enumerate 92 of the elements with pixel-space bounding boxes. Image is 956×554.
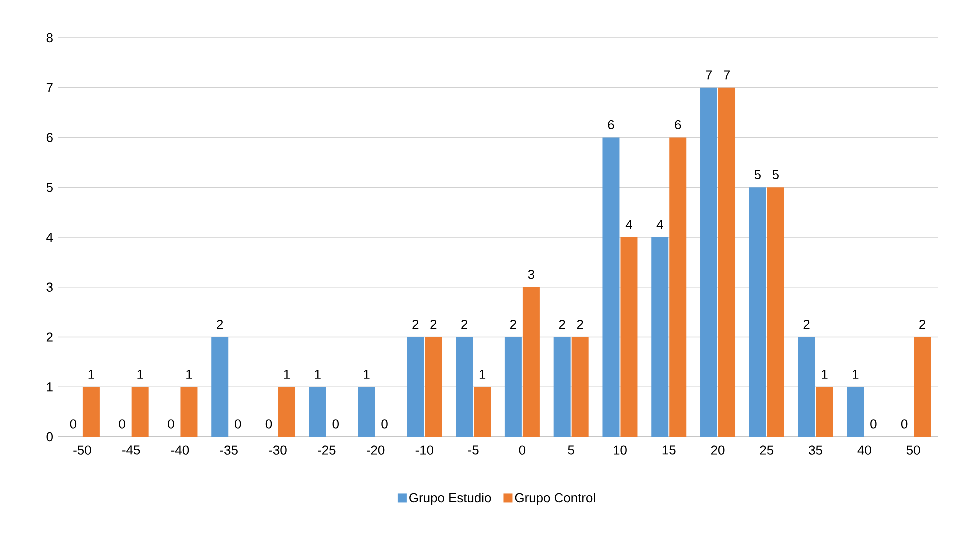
data-label: 0: [266, 420, 272, 429]
bar: [180, 387, 198, 437]
bar: [749, 188, 766, 437]
data-label: 7: [706, 70, 712, 80]
x-tick-label: 50: [906, 446, 920, 455]
x-tick-label: 0: [519, 446, 526, 455]
x-tick-label: -30: [269, 446, 287, 455]
bar: [620, 238, 638, 437]
bar: [847, 387, 864, 437]
y-tick-label: 8: [46, 33, 53, 43]
data-label: 1: [186, 370, 192, 379]
bar: [652, 238, 669, 437]
data-label: 0: [901, 420, 908, 429]
y-tick-label: 6: [46, 133, 53, 142]
x-tick-label: 5: [568, 446, 574, 455]
data-label: 1: [480, 370, 486, 379]
legend-label: Grupo Estudio: [410, 493, 492, 506]
data-label: 5: [772, 170, 779, 180]
data-label: 1: [315, 370, 321, 379]
y-tick-label: 3: [46, 282, 53, 292]
data-label: 0: [235, 420, 242, 429]
bar: [474, 387, 492, 437]
data-label: 2: [804, 320, 810, 330]
legend-label: Grupo Control: [515, 493, 596, 506]
bar: [700, 88, 718, 437]
bar: [212, 337, 229, 437]
data-label: 0: [70, 420, 77, 429]
bar: [504, 337, 522, 437]
data-label: 2: [559, 320, 566, 330]
data-label: 1: [138, 370, 144, 379]
data-label: 2: [217, 320, 224, 330]
bar: [132, 387, 149, 437]
bar: [718, 88, 736, 437]
x-tick-label: 40: [858, 446, 872, 455]
bar: [798, 337, 816, 437]
bar: [358, 387, 376, 437]
data-label: 2: [577, 320, 584, 330]
data-label: 6: [675, 120, 682, 130]
y-tick-label: 1: [47, 382, 53, 392]
bar: [425, 337, 442, 437]
bar: [816, 387, 834, 437]
x-tick-label: -40: [171, 446, 190, 455]
data-label: 3: [528, 270, 534, 280]
bar: [670, 138, 687, 437]
bar: [309, 387, 326, 437]
y-tick-label: 4: [46, 233, 54, 242]
bar: [602, 138, 620, 437]
data-label: 0: [168, 420, 174, 429]
x-tick-label: 25: [760, 446, 774, 455]
y-tick-label: 7: [46, 83, 53, 92]
data-label: 1: [88, 370, 94, 379]
bar: [767, 188, 784, 437]
x-tick-label: 10: [614, 446, 627, 455]
data-label: 1: [284, 370, 290, 379]
x-tick-label: -50: [74, 446, 92, 455]
bar: [278, 387, 296, 437]
y-tick-label: 5: [46, 183, 53, 192]
x-tick-label: -20: [367, 446, 385, 455]
x-tick-label: -25: [318, 446, 336, 455]
bar: [82, 387, 100, 437]
bar: [522, 287, 540, 437]
x-tick-label: -5: [468, 446, 479, 455]
bar: [407, 337, 424, 437]
x-tick-label: 20: [711, 446, 725, 455]
data-label: 4: [626, 220, 632, 230]
y-tick-label: 2: [46, 332, 53, 342]
data-label: 5: [754, 170, 761, 180]
data-label: 1: [364, 370, 370, 379]
bar: [456, 337, 474, 437]
data-label: 6: [608, 120, 614, 130]
data-label: 2: [920, 320, 926, 330]
x-tick-label: 35: [809, 446, 822, 455]
data-label: 2: [412, 320, 419, 330]
data-label: 0: [332, 420, 339, 429]
data-label: 0: [119, 420, 126, 429]
x-tick-label: -45: [122, 446, 140, 455]
bar: [554, 337, 571, 437]
data-label: 4: [656, 220, 664, 230]
data-label: 1: [822, 370, 828, 379]
data-label: 2: [430, 320, 437, 330]
bar: [572, 337, 589, 437]
data-label: 2: [462, 320, 468, 330]
x-tick-label: -35: [220, 446, 238, 455]
x-tick-label: 15: [662, 446, 676, 455]
x-tick-label: -10: [416, 446, 434, 455]
data-label: 1: [853, 370, 859, 379]
data-label: 0: [870, 420, 877, 429]
data-label: 2: [510, 320, 516, 330]
bar: [914, 337, 932, 437]
data-label: 7: [724, 70, 730, 80]
data-label: 0: [382, 420, 388, 429]
y-tick-label: 0: [46, 432, 53, 442]
